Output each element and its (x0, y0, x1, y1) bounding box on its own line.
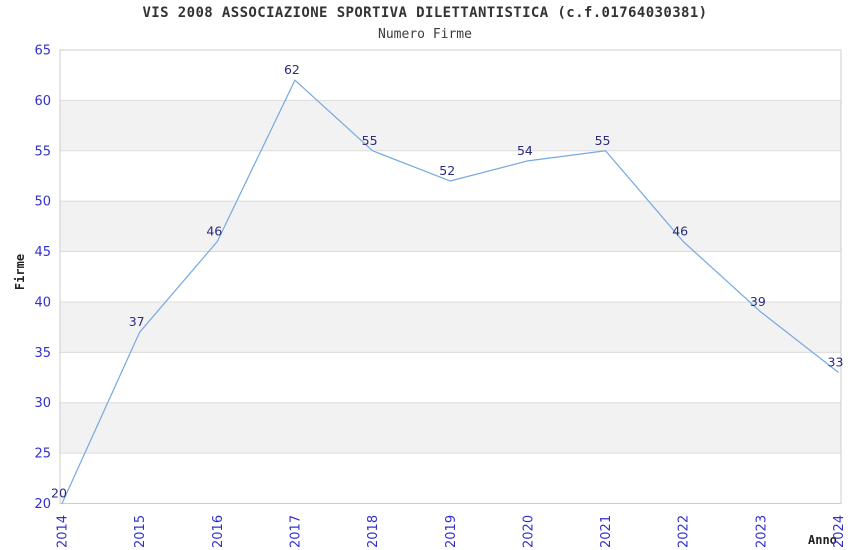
data-label: 55 (362, 133, 378, 148)
data-label: 20 (51, 486, 67, 501)
y-tick-label: 60 (34, 94, 51, 109)
y-tick-label: 45 (34, 245, 51, 260)
x-tick-label: 2017 (288, 515, 303, 548)
x-tick-label: 2022 (677, 515, 692, 548)
data-label: 55 (595, 133, 611, 148)
x-tick-label: 2016 (211, 515, 226, 548)
chart-subtitle: Numero Firme (378, 27, 472, 42)
chart-title: VIS 2008 ASSOCIAZIONE SPORTIVA DILETTANT… (142, 5, 708, 21)
plot-band (60, 100, 841, 151)
x-tick-label: 2023 (754, 515, 769, 548)
data-label: 52 (439, 163, 455, 178)
data-label: 46 (672, 223, 688, 238)
plot-border (59, 49, 842, 504)
data-label: 46 (206, 223, 222, 238)
data-label: 33 (828, 354, 844, 369)
x-tick-label: 2020 (521, 515, 536, 548)
data-label: 37 (129, 314, 145, 329)
y-tick-label: 40 (34, 295, 51, 310)
plot-band (60, 402, 841, 454)
y-tick-label: 30 (34, 396, 51, 411)
y-tick-label: 65 (34, 44, 51, 59)
x-tick-label: 2018 (366, 515, 381, 548)
x-tick-label: 2021 (599, 515, 614, 548)
y-tick-label: 50 (34, 195, 51, 210)
x-axis-title: Anno (808, 533, 837, 547)
data-label: 39 (750, 294, 766, 309)
y-tick-label: 55 (34, 144, 51, 159)
data-label: 62 (284, 62, 300, 77)
data-label: 54 (517, 143, 533, 158)
y-tick-label: 25 (34, 447, 51, 462)
y-tick-label: 20 (34, 497, 51, 512)
y-tick-label: 35 (34, 346, 51, 361)
series-line (61, 79, 839, 504)
x-tick-label: 2024 (832, 515, 847, 548)
plot-band (60, 201, 841, 252)
x-tick-label: 2019 (444, 515, 459, 548)
x-tick-label: 2015 (133, 515, 148, 548)
x-tick-label: 2014 (56, 515, 71, 548)
plot-band (60, 301, 841, 353)
